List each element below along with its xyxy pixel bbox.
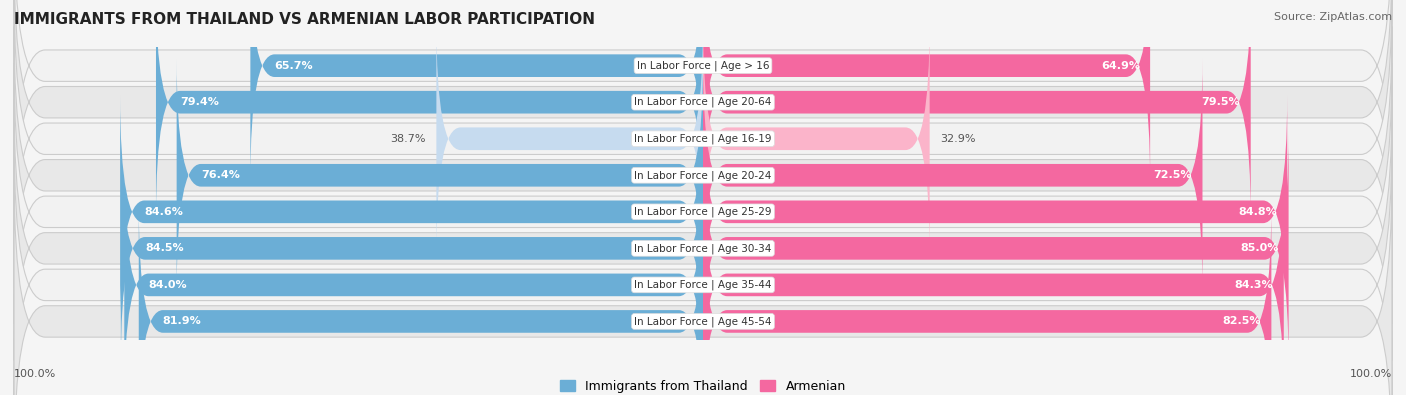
FancyBboxPatch shape [703,59,1202,292]
FancyBboxPatch shape [703,132,1289,365]
Text: In Labor Force | Age 20-64: In Labor Force | Age 20-64 [634,97,772,107]
FancyBboxPatch shape [121,132,703,365]
FancyBboxPatch shape [14,100,1392,395]
FancyBboxPatch shape [14,173,1392,395]
FancyBboxPatch shape [14,0,1392,288]
FancyBboxPatch shape [177,59,703,292]
FancyBboxPatch shape [436,22,703,255]
FancyBboxPatch shape [14,63,1392,361]
Text: In Labor Force | Age 30-34: In Labor Force | Age 30-34 [634,243,772,254]
FancyBboxPatch shape [703,0,1251,219]
Text: 72.5%: 72.5% [1154,170,1192,180]
Text: In Labor Force | Age 16-19: In Labor Force | Age 16-19 [634,134,772,144]
Text: In Labor Force | Age 20-24: In Labor Force | Age 20-24 [634,170,772,181]
FancyBboxPatch shape [14,0,1392,214]
Text: 85.0%: 85.0% [1240,243,1278,253]
Text: 84.8%: 84.8% [1239,207,1277,217]
Text: 65.7%: 65.7% [274,61,314,71]
Text: In Labor Force | Age 35-44: In Labor Force | Age 35-44 [634,280,772,290]
FancyBboxPatch shape [14,0,1392,251]
Text: 79.5%: 79.5% [1202,97,1240,107]
FancyBboxPatch shape [124,168,703,395]
Text: 84.3%: 84.3% [1234,280,1274,290]
Text: IMMIGRANTS FROM THAILAND VS ARMENIAN LABOR PARTICIPATION: IMMIGRANTS FROM THAILAND VS ARMENIAN LAB… [14,12,595,27]
Legend: Immigrants from Thailand, Armenian: Immigrants from Thailand, Armenian [555,375,851,395]
FancyBboxPatch shape [250,0,703,182]
FancyBboxPatch shape [703,168,1284,395]
FancyBboxPatch shape [120,95,703,328]
FancyBboxPatch shape [139,205,703,395]
Text: In Labor Force | Age 25-29: In Labor Force | Age 25-29 [634,207,772,217]
FancyBboxPatch shape [703,205,1271,395]
Text: 100.0%: 100.0% [14,369,56,379]
Text: 79.4%: 79.4% [180,97,219,107]
Text: In Labor Force | Age 45-54: In Labor Force | Age 45-54 [634,316,772,327]
Text: 84.5%: 84.5% [145,243,184,253]
FancyBboxPatch shape [703,95,1288,328]
Text: 84.6%: 84.6% [145,207,183,217]
FancyBboxPatch shape [14,136,1392,395]
FancyBboxPatch shape [703,22,929,255]
Text: 82.5%: 82.5% [1223,316,1261,326]
Text: In Labor Force | Age > 16: In Labor Force | Age > 16 [637,60,769,71]
Text: 81.9%: 81.9% [163,316,201,326]
Text: 38.7%: 38.7% [391,134,426,144]
Text: 32.9%: 32.9% [941,134,976,144]
Text: Source: ZipAtlas.com: Source: ZipAtlas.com [1274,12,1392,22]
Text: 100.0%: 100.0% [1350,369,1392,379]
FancyBboxPatch shape [156,0,703,219]
Text: 84.0%: 84.0% [149,280,187,290]
Text: 76.4%: 76.4% [201,170,239,180]
Text: 64.9%: 64.9% [1101,61,1140,71]
FancyBboxPatch shape [14,26,1392,324]
FancyBboxPatch shape [703,0,1150,182]
